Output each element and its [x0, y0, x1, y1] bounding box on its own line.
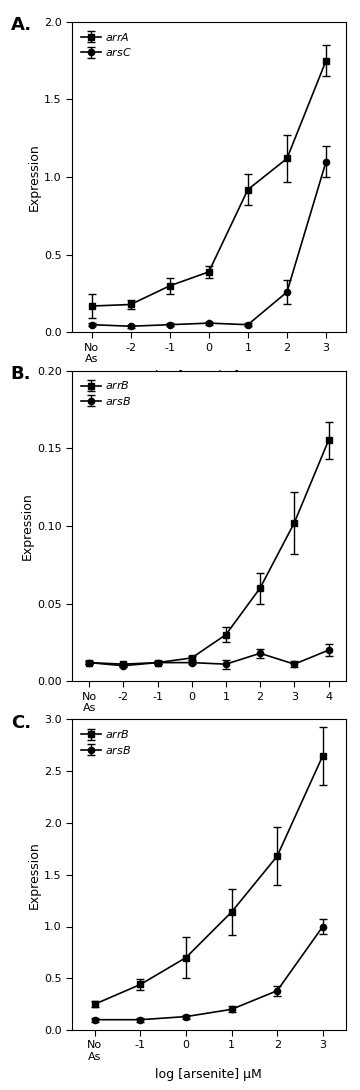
Text: B.: B. — [11, 365, 31, 384]
Y-axis label: Expression: Expression — [28, 840, 41, 909]
Legend: $\it{arrB}$, $\it{arsB}$: $\it{arrB}$, $\it{arsB}$ — [77, 376, 135, 410]
X-axis label: log [arsenite] μM: log [arsenite] μM — [156, 370, 262, 383]
Legend: $\it{arrB}$, $\it{arsB}$: $\it{arrB}$, $\it{arsB}$ — [77, 725, 135, 759]
X-axis label: log [arsenate] μM: log [arsenate] μM — [153, 718, 264, 731]
Y-axis label: Expression: Expression — [28, 143, 41, 211]
Legend: $\it{arrA}$, $\it{arsC}$: $\it{arrA}$, $\it{arsC}$ — [77, 27, 136, 61]
X-axis label: log [arsenite] μM: log [arsenite] μM — [156, 1067, 262, 1080]
Text: A.: A. — [11, 16, 32, 35]
Y-axis label: Expression: Expression — [21, 492, 34, 560]
Text: C.: C. — [11, 714, 31, 732]
